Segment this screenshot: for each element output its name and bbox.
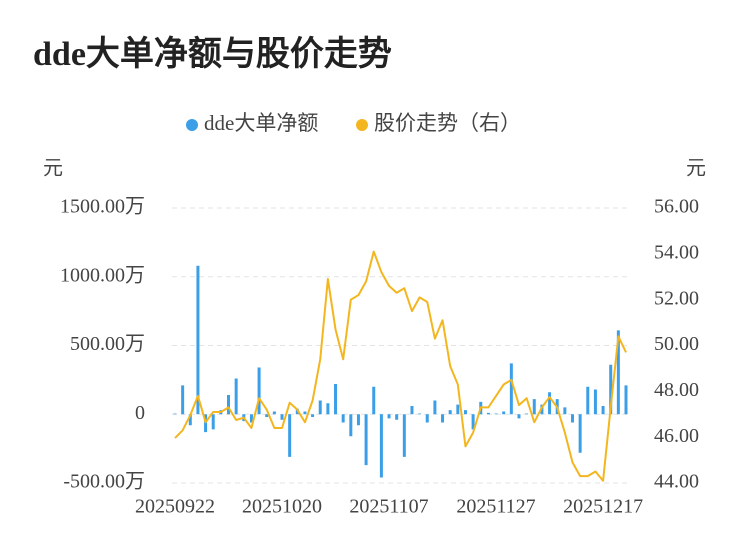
bar	[173, 413, 177, 415]
bar	[433, 400, 437, 415]
legend-label: dde大单净额	[204, 111, 318, 135]
bar	[578, 414, 582, 453]
y2-tick-label: 46.00	[654, 425, 699, 447]
y2-axis-label: 元	[686, 158, 706, 180]
bar	[280, 414, 284, 420]
bar	[181, 385, 185, 415]
y2-tick-label: 44.00	[654, 471, 699, 493]
y2-tick-label: 56.00	[654, 196, 699, 218]
price-line	[174, 250, 627, 482]
bar	[502, 411, 506, 415]
bar	[334, 384, 338, 415]
bar	[257, 367, 261, 415]
bar	[494, 413, 498, 415]
bar	[372, 386, 376, 415]
y-tick-label: 1500.00万	[60, 196, 145, 218]
y2-tick-label: 50.00	[654, 333, 699, 355]
bar	[624, 385, 628, 415]
bar	[563, 407, 567, 415]
bar	[425, 414, 429, 423]
x-tick-label: 20250922	[135, 496, 215, 518]
y2-tick-label: 48.00	[654, 379, 699, 401]
bar	[303, 411, 307, 415]
bar	[272, 411, 276, 415]
chart-title: dde大单净额与股价走势	[33, 35, 392, 73]
y-tick-label: -500.00万	[63, 471, 145, 493]
bar	[265, 414, 269, 417]
y-tick-label: 500.00万	[70, 333, 145, 355]
bar	[593, 389, 597, 415]
bar	[188, 414, 192, 426]
bar	[525, 413, 529, 415]
bar	[517, 414, 521, 419]
y-tick-label: 0	[135, 402, 145, 424]
bar	[463, 410, 467, 415]
bar	[211, 414, 215, 430]
bar	[418, 413, 422, 415]
bar	[356, 414, 360, 426]
bar	[387, 414, 391, 419]
bar	[249, 414, 253, 423]
bar	[586, 386, 590, 415]
legend-label: 股价走势（右）	[374, 111, 521, 135]
bar	[364, 414, 368, 466]
bar	[471, 414, 475, 430]
bar	[402, 414, 406, 457]
bar	[227, 395, 231, 415]
bar	[456, 404, 460, 415]
bar	[326, 403, 330, 415]
bar	[318, 400, 322, 415]
x-tick-label: 20251107	[349, 496, 428, 518]
bar	[196, 265, 200, 415]
bar	[410, 406, 414, 415]
legend-marker	[186, 119, 198, 131]
legend-marker	[356, 119, 368, 131]
bar	[395, 414, 399, 420]
bar	[441, 414, 445, 423]
x-tick-label: 20251020	[242, 496, 322, 518]
bar	[609, 364, 613, 415]
bar	[570, 414, 574, 423]
bar	[448, 410, 452, 415]
bar	[616, 330, 620, 415]
bar	[288, 414, 292, 457]
bar	[341, 414, 345, 423]
y2-tick-label: 54.00	[654, 241, 699, 263]
bar	[601, 406, 605, 415]
y-axis-label: 元	[43, 158, 63, 180]
bar	[509, 363, 513, 415]
bar	[532, 399, 536, 415]
bar	[234, 378, 238, 415]
bar	[311, 414, 315, 417]
y-tick-label: 1000.00万	[60, 264, 145, 286]
bar	[379, 414, 383, 478]
bar	[349, 414, 353, 437]
x-tick-label: 20251217	[563, 496, 643, 518]
y2-tick-label: 52.00	[654, 287, 699, 309]
x-tick-label: 20251127	[456, 496, 535, 518]
bar	[548, 392, 552, 415]
bar	[486, 412, 490, 415]
